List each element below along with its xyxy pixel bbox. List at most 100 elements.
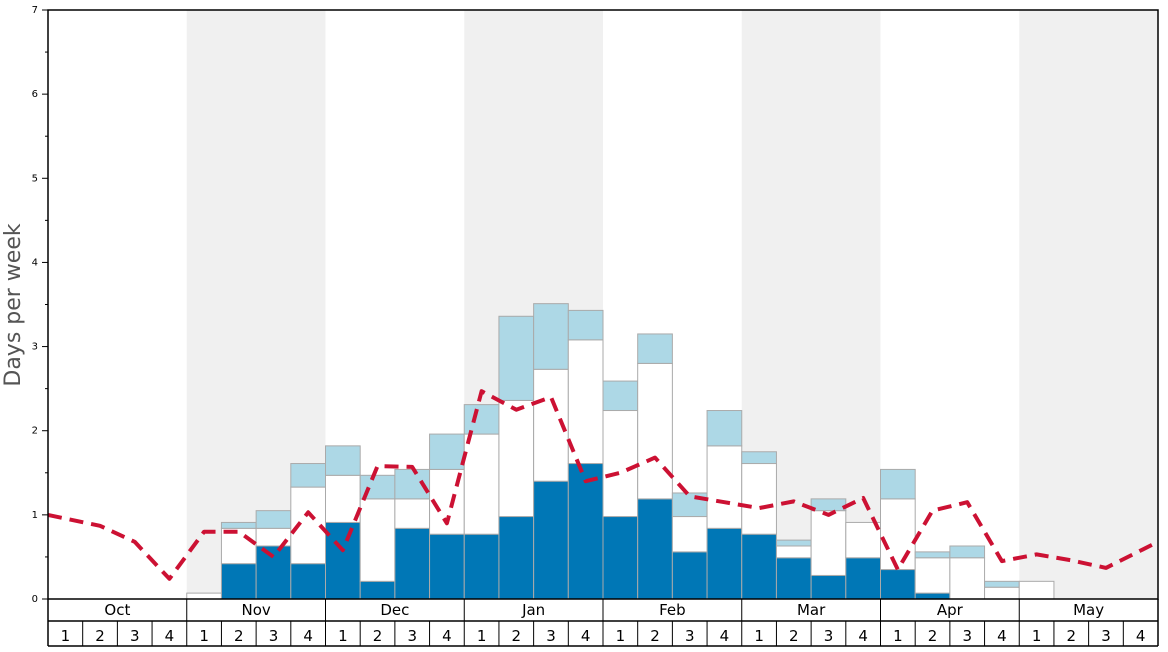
bar-segment [914, 557, 951, 594]
bar-segment [810, 510, 847, 576]
week-label: 2 [928, 627, 938, 645]
bars [186, 303, 1055, 600]
bar-segment [567, 309, 604, 341]
week-label: 1 [477, 627, 487, 645]
bar-segment [429, 533, 465, 600]
week-label: 1 [61, 627, 71, 645]
week-label: 1 [616, 627, 626, 645]
week-label: 3 [685, 627, 695, 645]
week-label: 4 [997, 627, 1007, 645]
bar-segment [637, 362, 673, 500]
y-tick-label: 6 [32, 89, 38, 100]
bar-segment [810, 498, 847, 512]
bar-segment [186, 592, 222, 600]
bar-segment [810, 574, 847, 600]
bar-segment [949, 557, 986, 600]
bar-segment [880, 498, 916, 571]
week-label: 2 [95, 627, 105, 645]
week-label: 1 [199, 627, 209, 645]
bar-segment [671, 551, 708, 600]
bar-segment [602, 410, 639, 518]
bar-segment [706, 527, 743, 600]
bar-segment [533, 480, 569, 600]
bar-segment [741, 451, 777, 465]
y-tick-label: 3 [32, 342, 38, 353]
bar-segment [845, 557, 881, 600]
bar-segment [845, 521, 881, 559]
bar-segment [255, 545, 292, 600]
bar-segment [394, 498, 431, 529]
bar-segment [775, 545, 812, 559]
month-label-oct: Oct [104, 601, 130, 619]
y-tick-label: 7 [32, 5, 38, 16]
trend-line-path [47, 389, 1159, 581]
y-tick-label: 4 [32, 257, 38, 268]
trend-line [47, 389, 1159, 581]
axes: 0 1 2 3 4 5 6 7 Oct Nov Dec Jan Feb Mar Apr May 1 2 3 4 1 2 3 4… [32, 5, 1159, 647]
month-band-may [1019, 10, 1158, 599]
week-label: 1 [338, 627, 348, 645]
bar-segment [463, 533, 500, 600]
week-label: 3 [962, 627, 972, 645]
bar-segment [914, 592, 951, 600]
y-axis-label: Days per week [1, 223, 26, 386]
bar-segment [775, 557, 812, 600]
week-label: 4 [165, 627, 175, 645]
week-label: 3 [1101, 627, 1111, 645]
week-label: 4 [442, 627, 452, 645]
month-label-mar: Mar [797, 601, 826, 619]
bar-segment [255, 510, 292, 529]
bar-segment [290, 463, 326, 488]
bar-segment [325, 474, 361, 523]
bar-segment [498, 399, 535, 518]
bar-segment [914, 551, 951, 559]
bar-segment [880, 468, 916, 500]
month-label-jan: Jan [521, 601, 545, 619]
week-label: 2 [650, 627, 660, 645]
month-label-feb: Feb [659, 601, 686, 619]
bar-segment [602, 380, 639, 412]
week-label: 2 [373, 627, 383, 645]
week-label: 3 [546, 627, 556, 645]
week-label: 1 [1032, 627, 1042, 645]
bar-segment [394, 527, 431, 600]
y-tick-label: 0 [32, 594, 38, 605]
bar-segment [567, 463, 604, 600]
bar-segment [359, 580, 396, 600]
month-label-apr: Apr [937, 601, 964, 619]
bar-segment [1018, 580, 1055, 600]
month-label-nov: Nov [241, 601, 270, 619]
bar-segment [671, 516, 708, 553]
bar-segment [741, 463, 777, 535]
week-label: 2 [234, 627, 244, 645]
week-label: 3 [407, 627, 417, 645]
week-label: 2 [512, 627, 522, 645]
bar-segment [602, 516, 639, 600]
month-label-dec: Dec [380, 601, 409, 619]
bar-segment [359, 498, 396, 582]
bar-segment [984, 580, 1020, 588]
bar-segment [637, 333, 673, 364]
week-label: 4 [303, 627, 313, 645]
y-tick-label: 1 [32, 510, 38, 521]
bar-segment [325, 445, 361, 476]
week-label: 2 [1067, 627, 1077, 645]
month-label-may: May [1073, 601, 1104, 619]
bar-segment [637, 498, 673, 600]
bar-segment [567, 339, 604, 465]
week-label: 4 [858, 627, 868, 645]
week-label: 3 [824, 627, 834, 645]
week-label: 2 [789, 627, 799, 645]
week-label: 4 [1136, 627, 1146, 645]
bar-segment [325, 521, 361, 600]
bar-segment [775, 539, 812, 547]
bar-segment [880, 569, 916, 600]
bar-segment [498, 315, 535, 401]
bar-segment [949, 545, 986, 559]
bar-segment [984, 586, 1020, 600]
bar-segment [463, 404, 500, 435]
bar-segment [220, 521, 257, 529]
week-label: 4 [581, 627, 591, 645]
